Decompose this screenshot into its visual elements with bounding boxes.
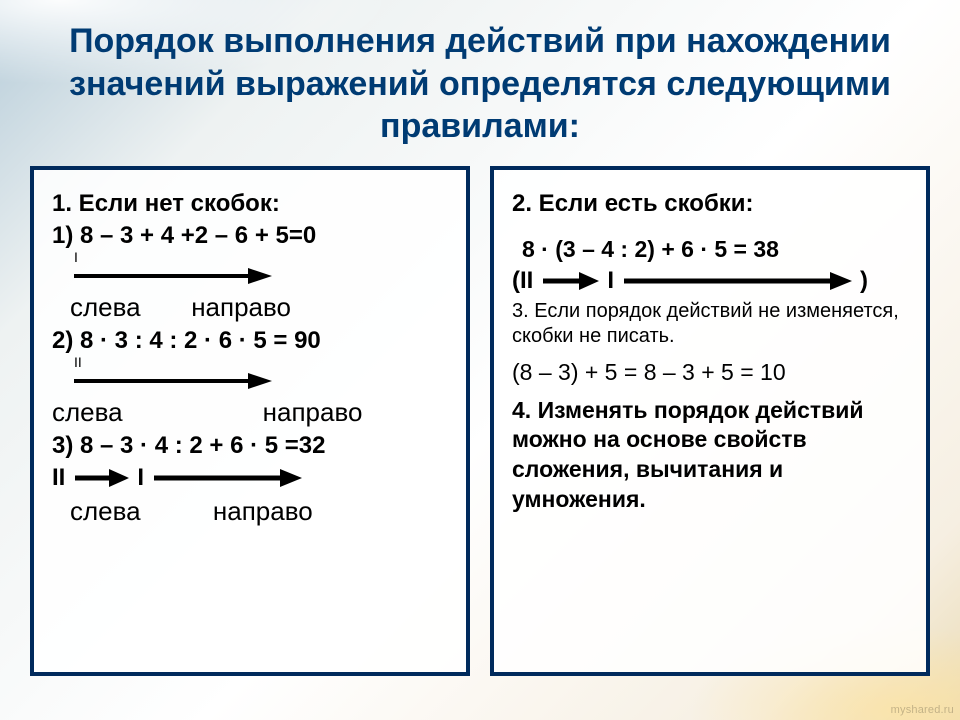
left-dir-1: слева направо — [52, 292, 450, 323]
dir-left-label: слева — [70, 292, 141, 322]
slide-title: Порядок выполнения действий при нахожден… — [30, 20, 930, 148]
slide-content: Порядок выполнения действий при нахожден… — [0, 0, 960, 676]
left-dir-2: слева направо — [52, 397, 450, 428]
left-arrow-1 — [72, 266, 450, 286]
panel-left: 1. Если нет скобок: 1) 8 – 3 + 4 +2 – 6 … — [30, 166, 470, 676]
columns: 1. Если нет скобок: 1) 8 – 3 + 4 +2 – 6 … — [30, 166, 930, 676]
arrow-icon — [72, 266, 272, 286]
priority-label: I — [137, 464, 144, 492]
panel-right: 2. Если есть скобки: 8 · (3 – 4 : 2) + 6… — [490, 166, 930, 676]
priority-label: II — [52, 464, 65, 492]
arrow-icon — [622, 271, 852, 291]
left-expr-1: 1) 8 – 3 + 4 +2 – 6 + 5=0 — [52, 222, 450, 250]
priority-label: (II — [512, 267, 533, 295]
right-heading: 2. Если есть скобки: — [512, 190, 910, 218]
dir-left-label: слева — [70, 496, 141, 526]
priority-label: I — [607, 267, 614, 295]
left-sup-2: II — [52, 357, 450, 367]
left-arrow-2 — [72, 371, 450, 391]
right-expr: 8 · (3 – 4 : 2) + 6 · 5 = 38 — [512, 236, 910, 263]
arrow-icon — [541, 271, 599, 291]
dir-right-label: направо — [191, 292, 291, 322]
arrow-icon — [152, 468, 302, 488]
watermark: myshared.ru — [891, 704, 954, 716]
right-rule-4: 4. Изменять порядок действий можно на ос… — [512, 396, 910, 516]
left-arrow-3: II I — [52, 464, 450, 492]
left-expr-2: 2) 8 · 3 : 4 : 2 · 6 · 5 = 90 — [52, 327, 450, 355]
left-expr-3: 3) 8 – 3 · 4 : 2 + 6 · 5 =32 — [52, 432, 450, 460]
priority-label: ) — [860, 267, 868, 295]
left-sup-1: I — [52, 252, 450, 262]
right-arrow-row: (II I ) — [512, 267, 910, 295]
right-eq: (8 – 3) + 5 = 8 – 3 + 5 = 10 — [512, 359, 910, 386]
dir-left-label: слева — [52, 397, 123, 427]
arrow-icon — [72, 371, 272, 391]
dir-right-label: направо — [263, 397, 363, 427]
left-dir-3: слева направо — [52, 496, 450, 527]
dir-right-label: направо — [213, 496, 313, 526]
slide: Порядок выполнения действий при нахожден… — [0, 0, 960, 720]
arrow-icon — [73, 468, 129, 488]
left-heading: 1. Если нет скобок: — [52, 190, 450, 218]
right-rule-3: 3. Если порядок действий не изменяется, … — [512, 299, 910, 349]
